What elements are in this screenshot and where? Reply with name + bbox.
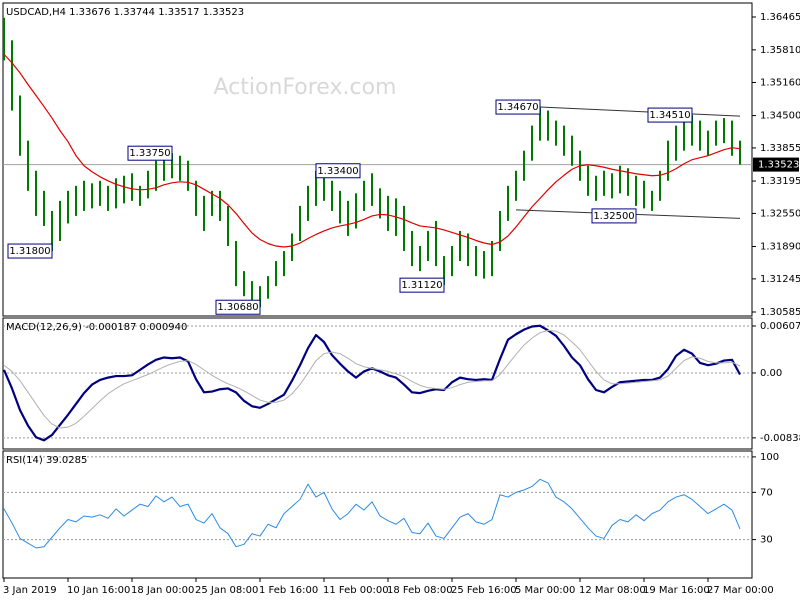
- x-tick-label: 12 Mar 08:00: [579, 585, 646, 596]
- annotation-label: 1.31800: [9, 246, 50, 257]
- y-tick-label: 1.32550: [760, 208, 800, 219]
- annotation-box: [647, 107, 693, 123]
- annotation-label: 1.30680: [217, 302, 258, 313]
- panel-title: RSI(14) 39.0285: [6, 455, 87, 466]
- y-tick-label: 30: [760, 535, 773, 546]
- panel-frame: [2, 450, 753, 579]
- annotation-box: [7, 243, 53, 259]
- annotation-label: 1.34510: [649, 110, 690, 121]
- annotation-label: 1.32500: [593, 211, 634, 222]
- x-tick-label: 18 Jan 00:00: [131, 585, 194, 596]
- annotation-box: [399, 277, 445, 293]
- y-tick-label: 70: [760, 487, 773, 498]
- x-tick-label: 25 Feb 16:00: [451, 585, 517, 596]
- series-line: [3, 478, 741, 549]
- panel-frame: [2, 2, 753, 317]
- y-tick-label: 1.36465: [760, 12, 800, 23]
- x-tick-label: 25 Jan 08:00: [195, 585, 258, 596]
- series-line: [3, 53, 741, 248]
- annotation-label: 1.34670: [497, 102, 538, 113]
- annotation-box: [591, 208, 637, 224]
- y-tick-label: 1.30585: [760, 307, 800, 318]
- x-tick-label: 18 Feb 08:00: [387, 585, 453, 596]
- last-price-label: 1.33523: [758, 160, 799, 171]
- x-tick-label: 3 Jan 2019: [3, 585, 57, 596]
- y-tick-label: 1.35810: [760, 45, 800, 56]
- x-tick-label: 1 Feb 16:00: [259, 585, 318, 596]
- panel-frame: [2, 317, 753, 450]
- annotation-box: [495, 99, 541, 115]
- x-tick-label: 5 Mar 00:00: [515, 585, 575, 596]
- annotation-label: 1.31120: [401, 280, 442, 291]
- annotation-box: [315, 163, 361, 179]
- x-tick-label: 19 Mar 16:00: [643, 585, 710, 596]
- y-tick-label: 1.31890: [760, 242, 800, 253]
- y-tick-label: 1.31245: [760, 274, 800, 285]
- y-tick-label: 1.34500: [760, 111, 800, 122]
- y-tick-label: -0.008381: [760, 433, 800, 444]
- y-tick-label: 1.35160: [760, 77, 800, 88]
- panel-title: USDCAD,H4 1.33676 1.33744 1.33517 1.3352…: [6, 7, 244, 18]
- trendline: [539, 106, 741, 117]
- y-tick-label: 100: [760, 452, 779, 463]
- y-tick-label: 1.33855: [760, 143, 800, 154]
- y-tick-label: 0.00607: [760, 321, 800, 332]
- annotation-box: [215, 299, 261, 315]
- x-tick-label: 10 Jan 16:00: [67, 585, 130, 596]
- panel-title: MACD(12,26,9) -0.000187 0.000940: [6, 322, 187, 333]
- watermark: ActionForex.com: [214, 75, 397, 100]
- annotation-label: 1.33400: [317, 166, 358, 177]
- series-line: [3, 329, 741, 429]
- annotation-box: [127, 145, 173, 161]
- x-tick-label: 27 Mar 00:00: [707, 585, 774, 596]
- y-tick-label: 0.00: [760, 368, 782, 379]
- y-tick-label: 1.33195: [760, 176, 800, 187]
- annotation-label: 1.33750: [129, 148, 170, 159]
- last-price-box: [753, 157, 799, 172]
- x-tick-label: 11 Feb 00:00: [323, 585, 389, 596]
